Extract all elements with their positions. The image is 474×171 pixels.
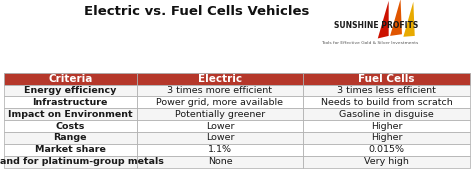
Bar	[4, 84, 137, 96]
Bar	[4, 96, 137, 108]
Bar	[4, 120, 137, 132]
Polygon shape	[378, 1, 389, 38]
Text: 3 times more efficient: 3 times more efficient	[167, 86, 273, 95]
Bar	[4, 156, 137, 168]
Bar	[137, 120, 303, 132]
Bar	[137, 73, 303, 84]
Text: Higher: Higher	[371, 133, 402, 142]
Bar	[137, 156, 303, 168]
Text: 1.1%: 1.1%	[208, 145, 232, 154]
Text: Very high: Very high	[365, 157, 409, 166]
Bar	[303, 156, 470, 168]
Bar	[137, 96, 303, 108]
Text: Electric: Electric	[198, 74, 242, 84]
Text: Range: Range	[54, 133, 87, 142]
Bar	[137, 84, 303, 96]
Bar	[137, 108, 303, 120]
Text: 3 times less efficient: 3 times less efficient	[337, 86, 436, 95]
Text: Fuel Cells: Fuel Cells	[358, 74, 415, 84]
Text: Tools for Effective Gold & Silver Investments: Tools for Effective Gold & Silver Invest…	[321, 41, 419, 45]
Text: Infrastructure: Infrastructure	[33, 98, 108, 107]
Bar	[4, 108, 137, 120]
Text: Gasoline in disguise: Gasoline in disguise	[339, 110, 434, 119]
Bar	[137, 144, 303, 156]
Text: Lower: Lower	[206, 133, 234, 142]
Bar	[137, 132, 303, 144]
Text: Costs: Costs	[55, 122, 85, 131]
Bar	[303, 120, 470, 132]
Text: 0.015%: 0.015%	[369, 145, 405, 154]
Bar	[4, 73, 137, 84]
Bar	[303, 132, 470, 144]
Text: Energy efficiency: Energy efficiency	[24, 86, 117, 95]
Text: None: None	[208, 157, 232, 166]
Bar	[4, 144, 137, 156]
Bar	[303, 144, 470, 156]
Polygon shape	[403, 2, 415, 37]
Text: Market share: Market share	[35, 145, 106, 154]
Text: SUNSHINE PROFITS: SUNSHINE PROFITS	[334, 21, 419, 30]
Text: Lower: Lower	[206, 122, 234, 131]
Text: Higher: Higher	[371, 122, 402, 131]
Text: Potentially greener: Potentially greener	[175, 110, 265, 119]
Bar	[4, 132, 137, 144]
Text: Demand for platinum-group metals: Demand for platinum-group metals	[0, 157, 164, 166]
Bar	[303, 73, 470, 84]
Text: Needs to build from scratch: Needs to build from scratch	[321, 98, 453, 107]
Text: Criteria: Criteria	[48, 74, 92, 84]
Text: Power grid, more available: Power grid, more available	[156, 98, 283, 107]
Bar	[303, 108, 470, 120]
Text: Electric vs. Fuel Cells Vehicles: Electric vs. Fuel Cells Vehicles	[84, 5, 310, 18]
Text: Impact on Environment: Impact on Environment	[8, 110, 133, 119]
Bar	[303, 84, 470, 96]
Polygon shape	[390, 0, 402, 36]
Bar	[303, 96, 470, 108]
